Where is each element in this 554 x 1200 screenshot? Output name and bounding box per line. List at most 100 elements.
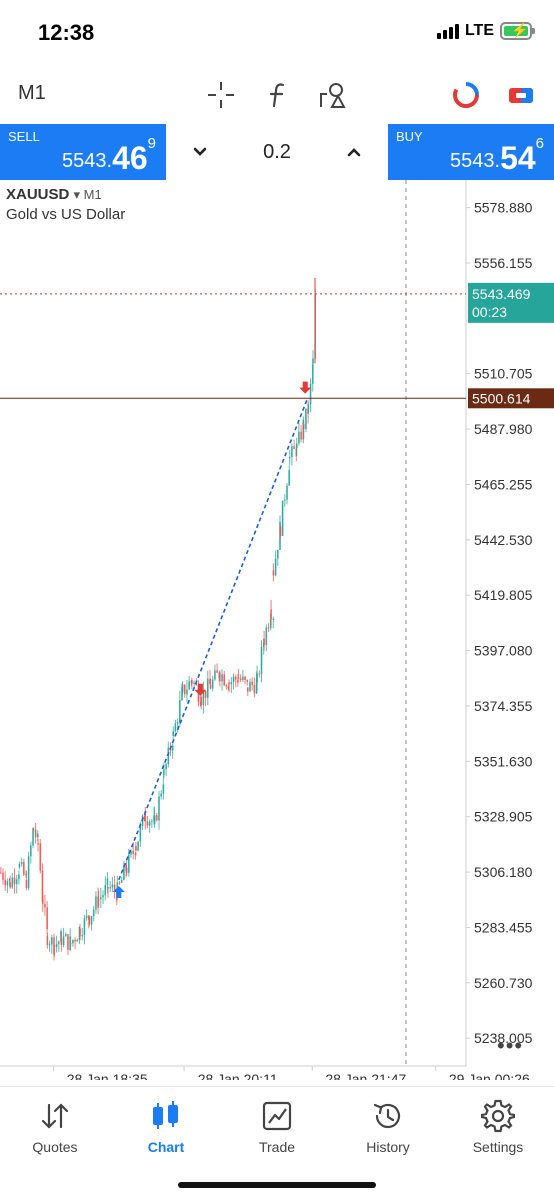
candle-down [60, 938, 63, 946]
candle-down [246, 687, 249, 692]
candle-down [223, 674, 226, 686]
candle-up [256, 673, 258, 683]
buy-button[interactable]: BUY 5543.546 [388, 124, 554, 180]
candle-up [18, 864, 21, 868]
candle-up [265, 627, 268, 646]
candle-up [162, 784, 165, 794]
nav-chart[interactable]: Chart [111, 1099, 221, 1155]
candle-up [295, 443, 298, 449]
candle-down [204, 690, 207, 698]
nav-history[interactable]: History [333, 1099, 443, 1155]
candle-up [171, 745, 174, 751]
candle-down [74, 939, 76, 942]
nav-trade-label: Trade [258, 1139, 296, 1155]
indicator-circle-icon[interactable] [451, 80, 481, 110]
candle-down [134, 853, 137, 856]
nav-quotes-label: Quotes [32, 1139, 78, 1155]
nav-settings[interactable]: Settings [443, 1099, 553, 1155]
signal-icon [436, 23, 459, 39]
candle-up [272, 618, 275, 620]
candle-up [81, 935, 84, 937]
timeframe-selector[interactable]: M1 [18, 82, 46, 104]
volume-value[interactable]: 0.2 [263, 141, 291, 163]
candle-up [104, 885, 107, 896]
volume-decrease-button[interactable] [188, 142, 212, 162]
candle-up [181, 684, 184, 693]
nav-chart-label: Chart [147, 1139, 185, 1155]
bottom-navigation: Quotes Chart Trade History [0, 1086, 554, 1200]
candle-up [48, 944, 51, 946]
candle-down [146, 821, 149, 826]
symbol-timeframe[interactable]: ▾ M1 [73, 187, 102, 202]
candle-up [281, 500, 284, 536]
candle-up [214, 670, 216, 680]
candle-down [246, 680, 249, 682]
candle-down [97, 896, 99, 908]
nav-trade[interactable]: Trade [222, 1099, 332, 1155]
candle-up [92, 909, 95, 917]
candle-up [72, 939, 74, 944]
objects-icon[interactable] [318, 80, 348, 110]
candle-down [46, 907, 48, 930]
y-tick-label: 5374.355 [474, 698, 533, 714]
symbol-description: Gold vs US Dollar [6, 206, 126, 223]
sell-button[interactable]: SELL 5543.469 [0, 124, 166, 180]
candle-up [139, 826, 142, 842]
one-click-trade-bar: SELL 5543.469 0.2 BUY 5543.546 [0, 124, 554, 180]
candle-up [62, 936, 65, 946]
chart-canvas[interactable]: 5578.880 5556.155 5510.705 5487.980 5465.255… [0, 180, 554, 1080]
candle-up [288, 457, 291, 459]
sell-arrow-icon [194, 683, 207, 696]
sell-price-prefix: 5543. [62, 150, 113, 172]
buy-price-fraction: 6 [535, 135, 544, 152]
trade-toggle-icon[interactable] [506, 80, 536, 110]
candle-up [186, 689, 188, 695]
volume-control: 0.2 [166, 124, 388, 180]
function-icon[interactable] [263, 80, 293, 110]
horizontal-level-label: 5500.614 [472, 390, 531, 406]
candle-up [100, 897, 102, 900]
candle-down [227, 686, 230, 690]
candle-up [37, 833, 39, 838]
crosshair-icon[interactable] [206, 80, 236, 110]
candle-up [15, 879, 18, 885]
candle-up [274, 558, 277, 576]
candle-down [53, 945, 56, 947]
candle-down [44, 903, 46, 908]
candle-down [46, 935, 49, 946]
candle-up [298, 431, 300, 444]
candle-up [51, 937, 53, 945]
candle-up [153, 815, 156, 824]
nav-quotes[interactable]: Quotes [0, 1099, 110, 1155]
candle-up [291, 446, 293, 458]
candle-up [151, 821, 153, 823]
nav-history-label: History [366, 1139, 410, 1155]
candle-up [255, 678, 258, 694]
candle-up [211, 679, 214, 689]
y-tick-label: 5556.155 [474, 255, 533, 271]
candle-down [237, 679, 239, 683]
current-price-tag [468, 282, 554, 323]
x-tick-label: 28 Jan 20:11 [198, 1071, 278, 1080]
candle-up [30, 845, 32, 857]
more-options-button[interactable]: ••• [497, 1033, 524, 1058]
volume-increase-button[interactable] [342, 142, 366, 162]
candle-up [102, 895, 104, 898]
candle-up [20, 862, 23, 865]
y-tick-label: 5351.630 [474, 753, 533, 769]
price-chart[interactable]: 5578.880 5556.155 5510.705 5487.980 5465.255… [0, 180, 554, 1080]
candle-up [95, 896, 97, 910]
candle-up [312, 358, 314, 364]
candle-up [176, 722, 179, 724]
history-clock-icon [373, 1103, 401, 1129]
candle-up [106, 878, 109, 886]
status-time: 12:38 [38, 20, 95, 45]
candle-down [4, 879, 6, 886]
candle-up [181, 687, 183, 701]
candle-down [135, 845, 137, 851]
candle-up [160, 793, 162, 797]
candle-up [307, 404, 310, 410]
candle-down [209, 678, 211, 685]
candle-down [125, 867, 128, 873]
candle-down [25, 879, 28, 889]
